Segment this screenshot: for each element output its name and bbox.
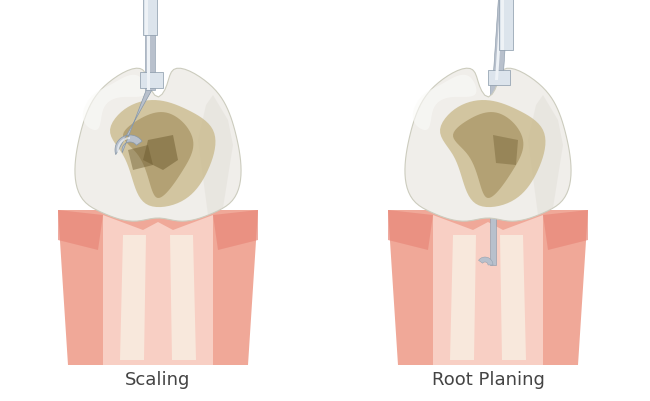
Polygon shape bbox=[110, 100, 215, 207]
Polygon shape bbox=[198, 95, 233, 215]
Polygon shape bbox=[58, 210, 103, 250]
Polygon shape bbox=[213, 210, 258, 250]
Polygon shape bbox=[450, 235, 476, 360]
Polygon shape bbox=[103, 215, 213, 365]
Polygon shape bbox=[128, 145, 153, 170]
Polygon shape bbox=[490, 83, 496, 265]
Polygon shape bbox=[83, 75, 146, 130]
Polygon shape bbox=[120, 235, 146, 360]
Polygon shape bbox=[170, 235, 196, 360]
Polygon shape bbox=[453, 112, 523, 198]
Polygon shape bbox=[440, 100, 545, 207]
Polygon shape bbox=[478, 257, 493, 265]
Polygon shape bbox=[501, 0, 504, 50]
Polygon shape bbox=[145, 0, 155, 90]
Polygon shape bbox=[117, 137, 130, 152]
Polygon shape bbox=[143, 135, 178, 170]
Polygon shape bbox=[543, 210, 588, 250]
Polygon shape bbox=[413, 75, 476, 130]
Polygon shape bbox=[147, 0, 150, 90]
Polygon shape bbox=[388, 210, 588, 365]
Polygon shape bbox=[145, 0, 148, 35]
Polygon shape bbox=[143, 0, 157, 35]
Text: Scaling: Scaling bbox=[125, 371, 190, 389]
Polygon shape bbox=[493, 0, 511, 80]
Polygon shape bbox=[433, 215, 543, 365]
Polygon shape bbox=[58, 210, 258, 365]
Polygon shape bbox=[405, 68, 571, 221]
Polygon shape bbox=[388, 210, 433, 250]
Polygon shape bbox=[75, 68, 241, 221]
Polygon shape bbox=[115, 88, 153, 155]
Polygon shape bbox=[123, 112, 193, 198]
Polygon shape bbox=[140, 72, 163, 88]
Polygon shape bbox=[528, 95, 563, 215]
Polygon shape bbox=[499, 0, 513, 50]
Polygon shape bbox=[500, 235, 526, 360]
Polygon shape bbox=[495, 0, 506, 80]
Polygon shape bbox=[493, 135, 518, 165]
Polygon shape bbox=[488, 70, 510, 85]
Text: Root Planing: Root Planing bbox=[432, 371, 545, 389]
